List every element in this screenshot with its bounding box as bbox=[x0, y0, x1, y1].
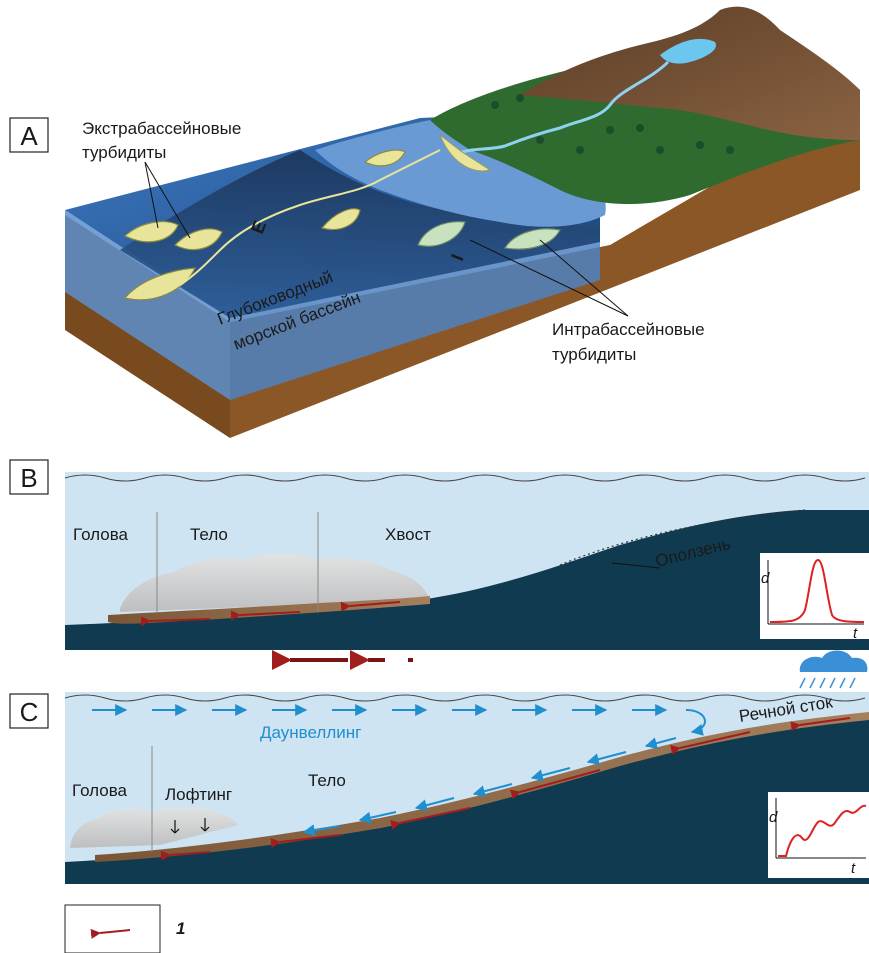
legend-label: 1 bbox=[176, 919, 185, 938]
panel-b-letter: B bbox=[20, 463, 37, 493]
extrabasin-label-line2: турбидиты bbox=[82, 143, 166, 162]
panel-a-letter: A bbox=[20, 121, 38, 151]
legend-box bbox=[65, 905, 160, 953]
intrabasin-label-line2: турбидиты bbox=[552, 345, 636, 364]
tail-label-b: Хвост bbox=[385, 525, 431, 544]
panel-c: C bbox=[10, 651, 869, 885]
legend: 1 bbox=[65, 905, 185, 953]
head-label-b: Голова bbox=[73, 525, 129, 544]
body-label-c: Тело bbox=[308, 771, 346, 790]
rain-cloud-icon bbox=[800, 651, 868, 689]
body-label-b: Тело bbox=[190, 525, 228, 544]
downwelling-label: Даунвеллинг bbox=[260, 723, 361, 742]
inset-graph-b: d t bbox=[760, 553, 869, 642]
panel-c-letter: C bbox=[20, 697, 39, 727]
inset-graph-c: d t bbox=[768, 792, 869, 878]
inset-c-y-label: d bbox=[769, 809, 778, 826]
extrabasin-label-line1: Экстрабассейновые bbox=[82, 119, 241, 138]
inset-b-y-label: d bbox=[761, 570, 770, 587]
head-label-c: Голова bbox=[72, 781, 128, 800]
panel-b: B Голова Тело Хвост Оползень d bbox=[10, 460, 869, 650]
lofting-label: Лофтинг bbox=[165, 785, 232, 804]
intrabasin-label-line1: Интрабассейновые bbox=[552, 320, 705, 339]
panel-a: A bbox=[10, 7, 860, 438]
